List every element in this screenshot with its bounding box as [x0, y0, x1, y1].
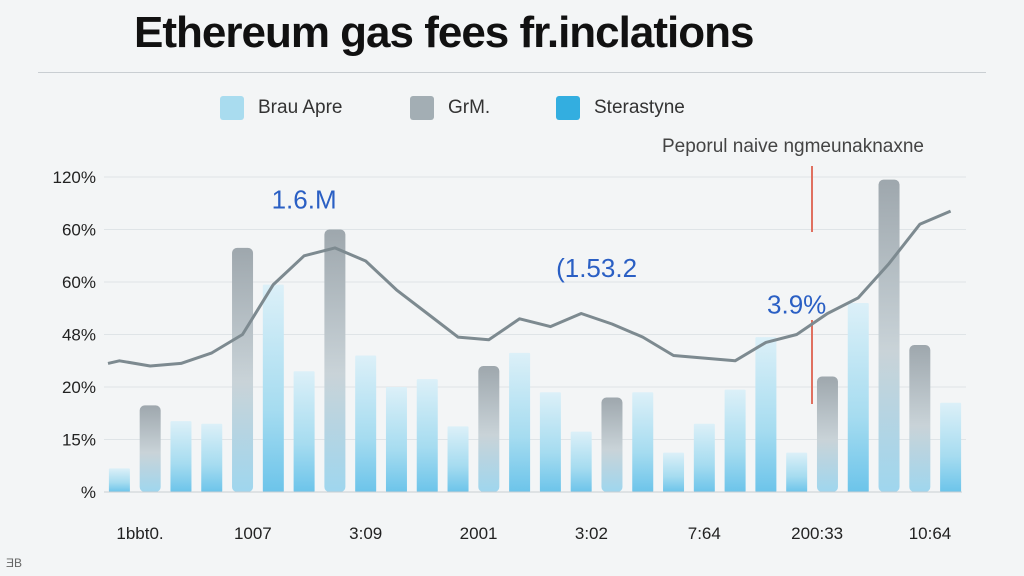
bar — [293, 371, 315, 492]
bar — [262, 284, 284, 492]
bar — [847, 303, 869, 492]
bar — [509, 352, 531, 492]
bar — [786, 452, 808, 492]
y-tick-label: 60% — [62, 273, 96, 292]
legend-swatch-1 — [220, 96, 244, 120]
x-tick-label: 10:64 — [909, 524, 952, 543]
title-divider — [38, 72, 986, 73]
y-tick-label: 48% — [62, 326, 96, 345]
x-tick-label: 1007 — [234, 524, 272, 543]
bar — [170, 421, 192, 492]
bar — [755, 337, 777, 492]
bar — [108, 468, 130, 492]
bar — [385, 387, 407, 492]
bar — [355, 355, 377, 492]
legend-label-1: Brau Apre — [258, 97, 343, 118]
bar — [232, 247, 254, 492]
legend-label-3: Sterastyne — [594, 97, 685, 118]
data-label: 3.9% — [767, 290, 826, 320]
chart-title: Ethereum gas fees fr.inclations — [134, 8, 754, 57]
legend-label-2: GrM. — [448, 97, 491, 118]
x-tick-label: 3:02 — [575, 524, 608, 543]
data-label: 1.6.M — [272, 185, 337, 215]
bar — [940, 402, 962, 492]
y-tick-label: 120% — [53, 168, 96, 187]
bar — [139, 405, 161, 492]
x-tick-label: 200:33 — [791, 524, 843, 543]
bar — [201, 423, 223, 492]
bar — [416, 379, 438, 492]
data-labels: 1.6.M (1.53.2 3.9% — [272, 185, 827, 320]
y-tick-label: 20% — [62, 378, 96, 397]
x-tick-label: 7:64 — [688, 524, 721, 543]
legend-swatch-3 — [556, 96, 580, 120]
corner-mark: ƎB — [6, 556, 23, 570]
x-tick-label: 3:09 — [349, 524, 382, 543]
y-tick-label: 15% — [62, 431, 96, 450]
bar — [632, 392, 654, 492]
bar — [601, 397, 623, 492]
bar — [878, 179, 900, 492]
y-tick-labels: % 15% 20% 48% 60% 60% 120% — [53, 168, 96, 502]
x-tick-label: 2001 — [460, 524, 498, 543]
legend-item-2: GrM. — [410, 94, 490, 122]
x-tick-label: 1bbt0. — [116, 524, 163, 543]
x-tick-labels: 1bbt0. 1007 3:09 2001 3:02 7:64 200:33 10:64 — [116, 524, 951, 543]
bar — [909, 345, 931, 492]
legend-item-3: Sterastyne — [556, 94, 685, 122]
legend-item-1: Brau Apre — [220, 94, 343, 122]
data-label: (1.53.2 — [556, 253, 637, 283]
bar — [570, 431, 592, 492]
bar — [478, 366, 500, 492]
bar — [539, 392, 561, 492]
y-tick-label: 60% — [62, 221, 96, 240]
trend-line — [107, 209, 952, 368]
bar — [693, 423, 715, 492]
bars — [108, 179, 962, 492]
legend-swatch-2 — [410, 96, 434, 120]
bar — [324, 229, 346, 492]
bar — [816, 376, 838, 492]
annotation-text: Peporul naive ngmeunaknaxne — [662, 136, 924, 157]
y-tick-label: % — [81, 483, 96, 502]
bar — [663, 452, 685, 492]
bar — [447, 426, 469, 492]
bar — [724, 389, 746, 492]
